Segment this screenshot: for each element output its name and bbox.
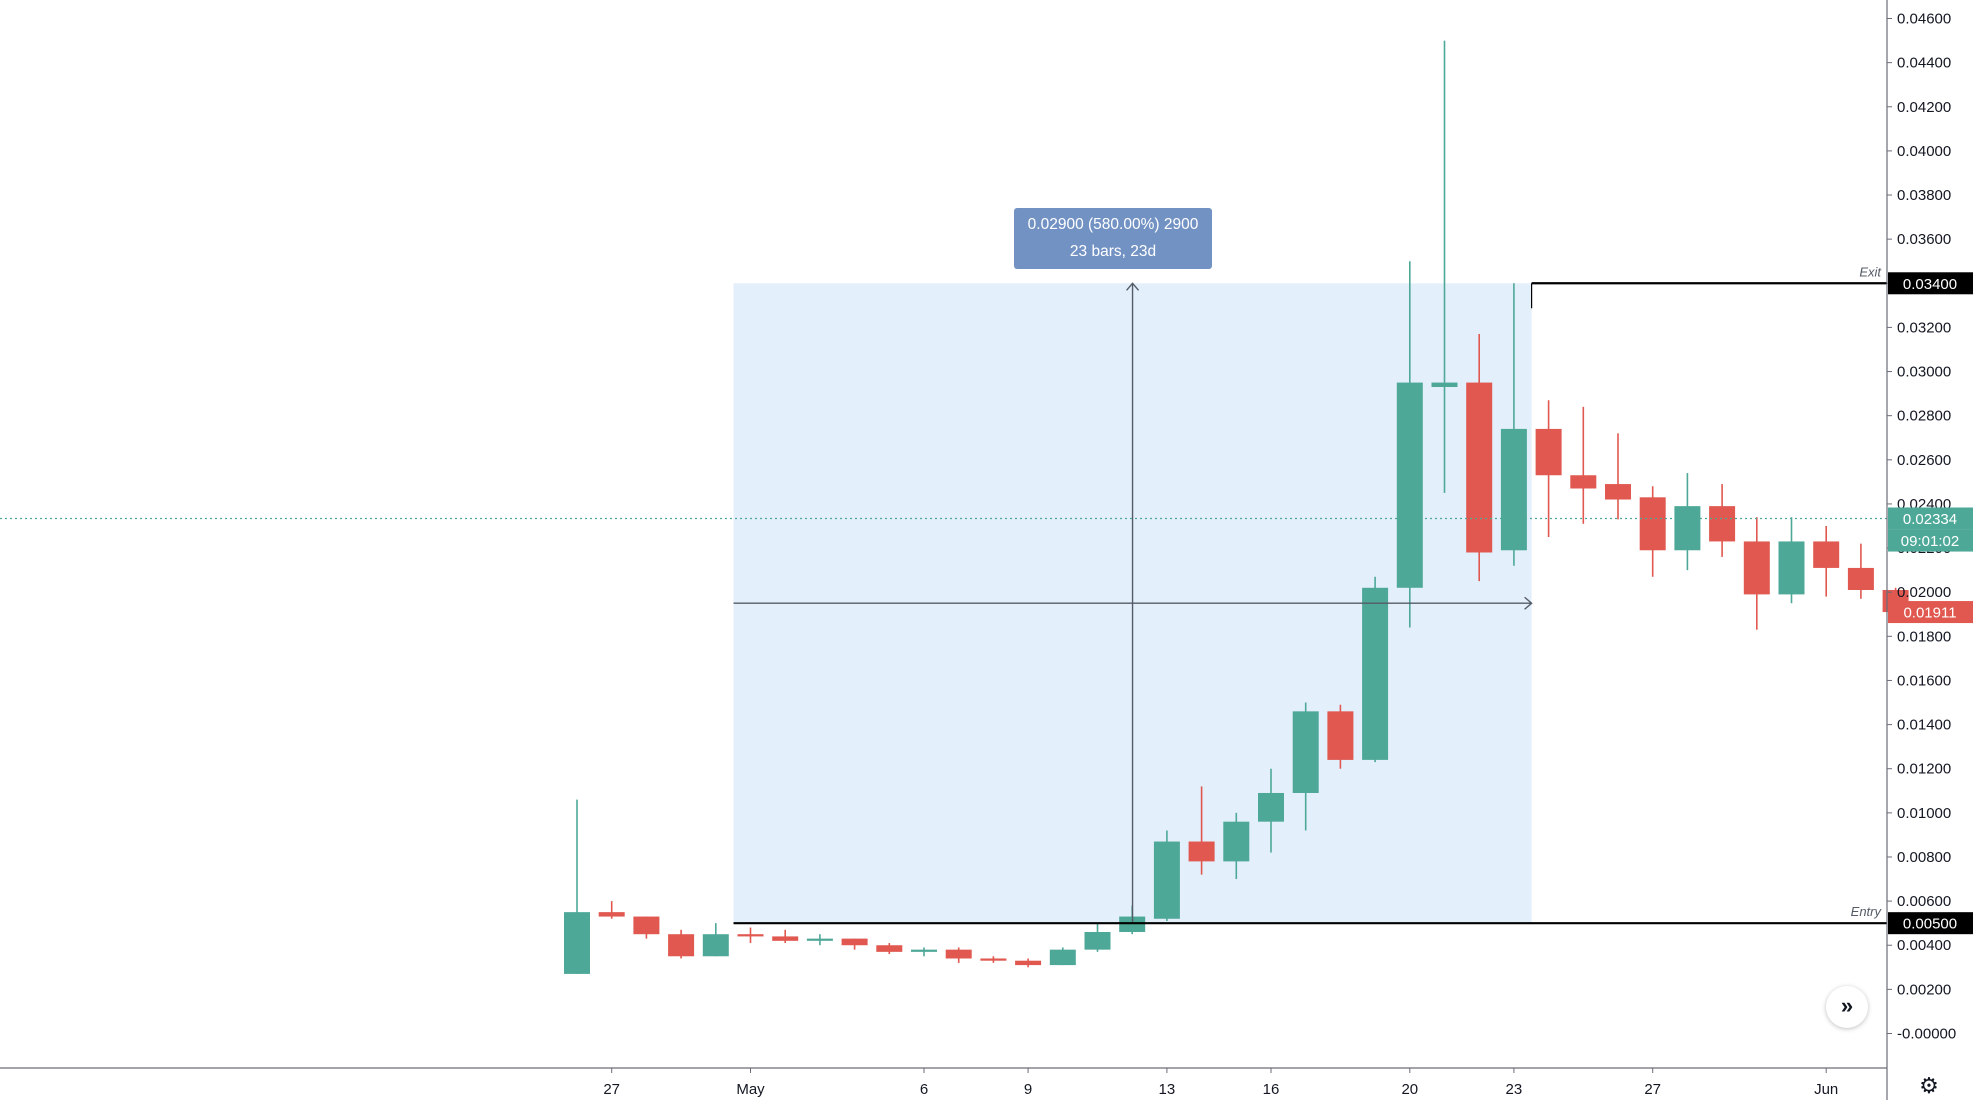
measure-vertical-arrowhead — [1126, 282, 1140, 291]
x-tick-label: 27 — [1644, 1081, 1661, 1098]
y-tick-label: 0.03200 — [1897, 319, 1951, 336]
y-tick-label: 0.01800 — [1897, 628, 1951, 645]
candle-body — [806, 938, 833, 941]
measure-tooltip-line2: 23 bars, 23d — [1069, 243, 1157, 260]
x-tick-label: 6 — [920, 1081, 928, 1098]
candle-body — [1223, 821, 1250, 862]
y-tick-label: 0.00600 — [1897, 893, 1951, 910]
y-tick-label: 0.03800 — [1897, 187, 1951, 204]
y-tick-label: 0.04600 — [1897, 11, 1951, 28]
candle-body — [1466, 382, 1493, 553]
exit-price-tag: 0.03400 — [1903, 276, 1957, 293]
candle-body — [1847, 567, 1874, 590]
scroll-to-realtime-button[interactable]: » — [1826, 986, 1868, 1028]
y-tick-label: 0.01600 — [1897, 672, 1951, 689]
candle-body — [1778, 541, 1805, 595]
candle-body — [1570, 475, 1597, 489]
candle-body — [1709, 506, 1736, 542]
candle-body — [1743, 541, 1770, 595]
current-price-tag: 0.02334 — [1903, 511, 1957, 528]
entry-price-tag: 0.00500 — [1903, 916, 1957, 933]
candle-body — [1119, 916, 1146, 932]
countdown-tag-bg — [1888, 529, 1973, 552]
candle-body — [1188, 841, 1215, 862]
entry-price-tag-bg — [1888, 912, 1973, 935]
candle-body — [1674, 506, 1701, 551]
candle-body — [1639, 497, 1666, 551]
y-tick-label: 0.00200 — [1897, 981, 1951, 998]
y-tick-label: 0.02000 — [1897, 584, 1951, 601]
exit-label: Exit — [1859, 264, 1882, 279]
y-tick-label: 0.02800 — [1897, 408, 1951, 425]
candle-body — [1605, 484, 1631, 500]
measure-tooltip-line1: 0.02900 (580.00%) 2900 — [1027, 216, 1199, 233]
candle-body — [876, 945, 903, 952]
x-tick-label: 27 — [603, 1081, 620, 1098]
candle-body — [737, 934, 764, 937]
entry-label: Entry — [1851, 904, 1883, 919]
x-tick-label: 9 — [1024, 1081, 1032, 1098]
candle-body — [911, 949, 937, 952]
y-tick-label: 0.01400 — [1897, 717, 1951, 734]
countdown-tag: 09:01:02 — [1901, 533, 1959, 550]
candle-body — [1362, 587, 1389, 760]
candle-body — [980, 958, 1007, 961]
candle-body — [1535, 428, 1562, 476]
y-tick-label: 0.01200 — [1897, 761, 1951, 778]
candle-body — [1431, 382, 1458, 387]
candle-body — [1015, 960, 1042, 966]
gear-icon: ⚙ — [1919, 1073, 1939, 1098]
y-tick-label: 0.04400 — [1897, 55, 1951, 72]
x-tick-label: 13 — [1159, 1081, 1176, 1098]
last-price-tag-bg — [1888, 601, 1973, 624]
candle-body — [841, 938, 868, 946]
candle-body — [945, 949, 972, 959]
candle-body — [1258, 792, 1284, 822]
candle-body — [1396, 382, 1423, 588]
settings-button[interactable]: ⚙ — [1918, 1075, 1940, 1097]
x-tick-label: 23 — [1506, 1081, 1523, 1098]
candle-body — [668, 934, 695, 957]
candle-body — [702, 934, 729, 957]
candle-body — [1084, 932, 1111, 950]
x-tick-label: 16 — [1263, 1081, 1280, 1098]
y-tick-label: 0.03600 — [1897, 231, 1951, 248]
double-chevron-right-icon: » — [1840, 993, 1854, 1018]
candle-body — [1500, 428, 1527, 551]
y-tick-label: -0.00000 — [1897, 1026, 1956, 1043]
exit-price-tag-bg — [1888, 272, 1973, 295]
y-tick-label: 0.02600 — [1897, 452, 1951, 469]
candle-body — [772, 936, 799, 941]
candle-body — [633, 916, 660, 935]
measure-tooltip: 0.02900 (580.00%) 2900 23 bars, 23d — [1014, 208, 1212, 269]
candle-body — [1153, 841, 1180, 919]
x-tick-label: May — [736, 1081, 765, 1098]
y-tick-label: 0.01000 — [1897, 805, 1951, 822]
measure-horizontal-arrowhead — [1524, 596, 1533, 610]
candle-body — [1813, 541, 1840, 568]
y-tick-label: 0.04000 — [1897, 143, 1951, 160]
current-price-tag-bg — [1888, 507, 1973, 530]
candle-body — [598, 912, 625, 917]
y-tick-label: 0.04200 — [1897, 99, 1951, 116]
last-price-tag: 0.01911 — [1903, 605, 1956, 622]
y-tick-label: 0.03000 — [1897, 364, 1951, 381]
candle-body — [564, 912, 590, 974]
x-tick-label: Jun — [1814, 1081, 1838, 1098]
y-tick-label: 0.00400 — [1897, 937, 1951, 954]
candle-body — [1292, 711, 1319, 793]
candle-body — [1327, 711, 1354, 760]
candle-body — [1049, 949, 1076, 966]
y-tick-label: 0.00800 — [1897, 849, 1951, 866]
x-tick-label: 20 — [1401, 1081, 1418, 1098]
